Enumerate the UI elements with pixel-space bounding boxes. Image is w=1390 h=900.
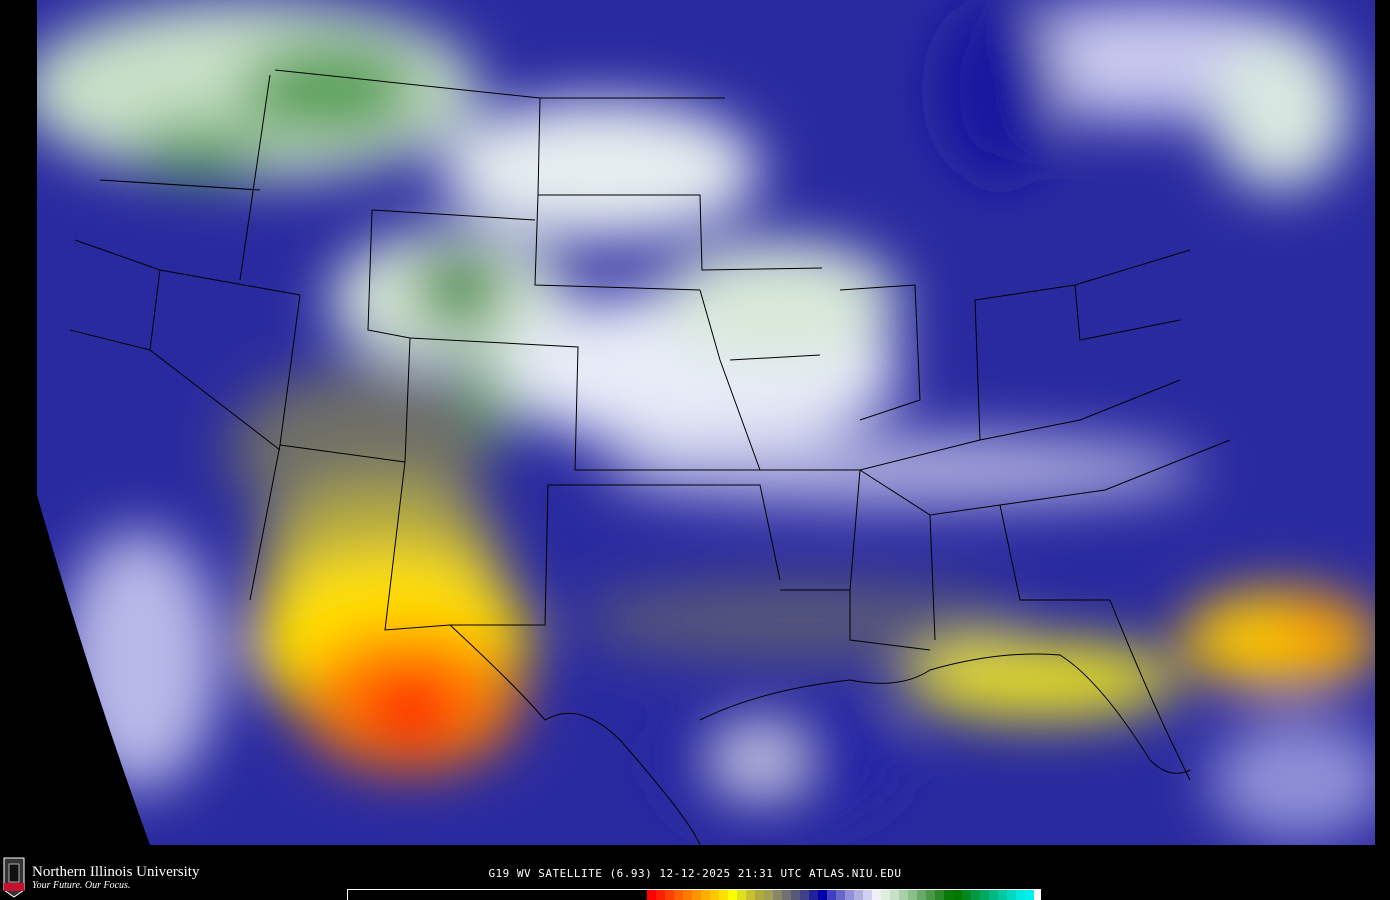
color-scale-swatch <box>692 890 701 900</box>
university-name: Northern Illinois University <box>32 863 200 880</box>
color-scale-swatch <box>836 890 845 900</box>
color-scale-swatch <box>665 890 674 900</box>
color-scale-bar <box>347 889 1041 900</box>
color-scale-swatch <box>1016 890 1025 900</box>
color-scale-swatch <box>683 890 692 900</box>
color-scale-swatch <box>728 890 737 900</box>
color-scale-swatch <box>944 890 953 900</box>
color-scale-swatch <box>854 890 863 900</box>
color-scale-swatch <box>899 890 908 900</box>
color-scale-swatch <box>773 890 782 900</box>
image-caption: G19 WV SATELLITE (6.93) 12-12-2025 21:31… <box>488 867 902 880</box>
color-scale-swatch <box>827 890 836 900</box>
color-scale-swatch <box>809 890 818 900</box>
color-scale-swatch <box>881 890 890 900</box>
color-scale-swatch <box>935 890 944 900</box>
color-scale-swatch <box>890 890 899 900</box>
color-scale-swatch <box>926 890 935 900</box>
color-scale-swatch <box>962 890 971 900</box>
color-scale-swatch <box>998 890 1007 900</box>
color-scale-black-segment <box>348 890 647 900</box>
color-scale-swatch <box>908 890 917 900</box>
color-scale-swatch <box>1007 890 1016 900</box>
color-scale-swatch <box>845 890 854 900</box>
niu-logo: Northern Illinois University Your Future… <box>2 856 199 898</box>
color-scale-swatch <box>872 890 881 900</box>
niu-shield-icon <box>3 857 25 898</box>
color-scale-swatch <box>917 890 926 900</box>
color-scale-swatch <box>701 890 710 900</box>
color-scale-swatch <box>980 890 989 900</box>
color-scale-swatch <box>800 890 809 900</box>
color-scale-swatch <box>710 890 719 900</box>
water-vapor-satellite-map <box>37 0 1375 845</box>
color-scale-swatch <box>719 890 728 900</box>
color-scale-swatch <box>953 890 962 900</box>
color-scale-swatch <box>782 890 791 900</box>
color-scale-swatch <box>746 890 755 900</box>
color-scale-swatch <box>647 890 656 900</box>
color-scale-swatch <box>764 890 773 900</box>
color-scale-swatch <box>791 890 800 900</box>
color-scale-swatch <box>656 890 665 900</box>
color-scale-swatch <box>971 890 980 900</box>
color-scale-swatch <box>674 890 683 900</box>
color-scale-end <box>1034 890 1040 900</box>
color-scale-swatch <box>818 890 827 900</box>
color-scale-swatch <box>989 890 998 900</box>
color-scale-swatch <box>1025 890 1034 900</box>
university-tagline: Your Future. Our Focus. <box>32 879 131 891</box>
color-scale-swatch <box>755 890 764 900</box>
color-scale-swatch <box>863 890 872 900</box>
color-scale-swatch <box>737 890 746 900</box>
